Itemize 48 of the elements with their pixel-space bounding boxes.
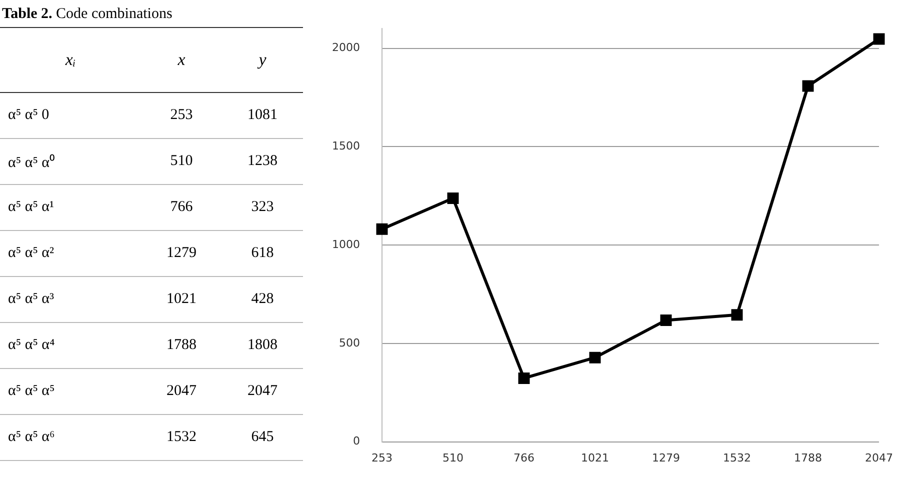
text: 1081 xyxy=(222,92,303,138)
point xyxy=(731,309,743,321)
text: 1238 xyxy=(222,138,303,184)
x-tick-label: 766 xyxy=(513,451,534,464)
text: 1279 xyxy=(141,230,222,276)
x-tick-label: 2047 xyxy=(865,451,894,464)
text: α⁵ α⁵ α⁰ xyxy=(0,138,142,184)
y-tick-label: 2000 xyxy=(332,41,360,54)
text: 766 xyxy=(141,184,222,230)
text: α⁵ α⁵ α¹ xyxy=(0,184,142,230)
text: 2047 xyxy=(141,368,222,414)
text: 2047 xyxy=(222,368,303,414)
text: α⁵ α⁵ 0 xyxy=(0,92,142,138)
category-label: y xyxy=(222,28,303,92)
text: α⁵ α⁵ α³ xyxy=(0,276,142,322)
point xyxy=(873,33,885,45)
category-label: xᵢ xyxy=(0,28,142,92)
x-tick-label: 253 xyxy=(371,451,392,464)
y-tick-label: 1000 xyxy=(332,238,360,251)
point xyxy=(660,314,672,326)
text: 1021 xyxy=(141,276,222,322)
text: 618 xyxy=(222,230,303,276)
y-tick-label: 0 xyxy=(352,434,360,448)
text: 428 xyxy=(222,276,303,322)
text: α⁵ α⁵ α⁵ xyxy=(0,368,142,414)
text: 1788 xyxy=(141,322,222,368)
text: α⁵ α⁵ α⁶ xyxy=(0,414,142,460)
x-tick-label: 1532 xyxy=(723,451,751,464)
text: 510 xyxy=(141,138,222,184)
x-tick-label: 1279 xyxy=(652,451,680,464)
x-tick-label: 510 xyxy=(442,451,464,464)
y-tick-label: 500 xyxy=(338,336,360,350)
point xyxy=(589,352,601,364)
category-label: x xyxy=(141,28,222,92)
text: Table 2. Code combinations xyxy=(2,6,174,23)
point xyxy=(802,80,814,92)
text: 253 xyxy=(141,92,222,138)
x-tick-label: 1021 xyxy=(581,451,609,464)
point xyxy=(376,223,388,235)
text: 323 xyxy=(222,184,303,230)
point xyxy=(447,192,459,204)
x-tick-label: 1788 xyxy=(794,451,822,464)
text: 645 xyxy=(222,414,303,460)
text: α⁵ α⁵ α² xyxy=(0,230,142,276)
y-tick-label: 1500 xyxy=(332,140,360,153)
text: α⁵ α⁵ α⁴ xyxy=(0,322,142,368)
point xyxy=(518,372,530,384)
text: 1808 xyxy=(222,322,303,368)
